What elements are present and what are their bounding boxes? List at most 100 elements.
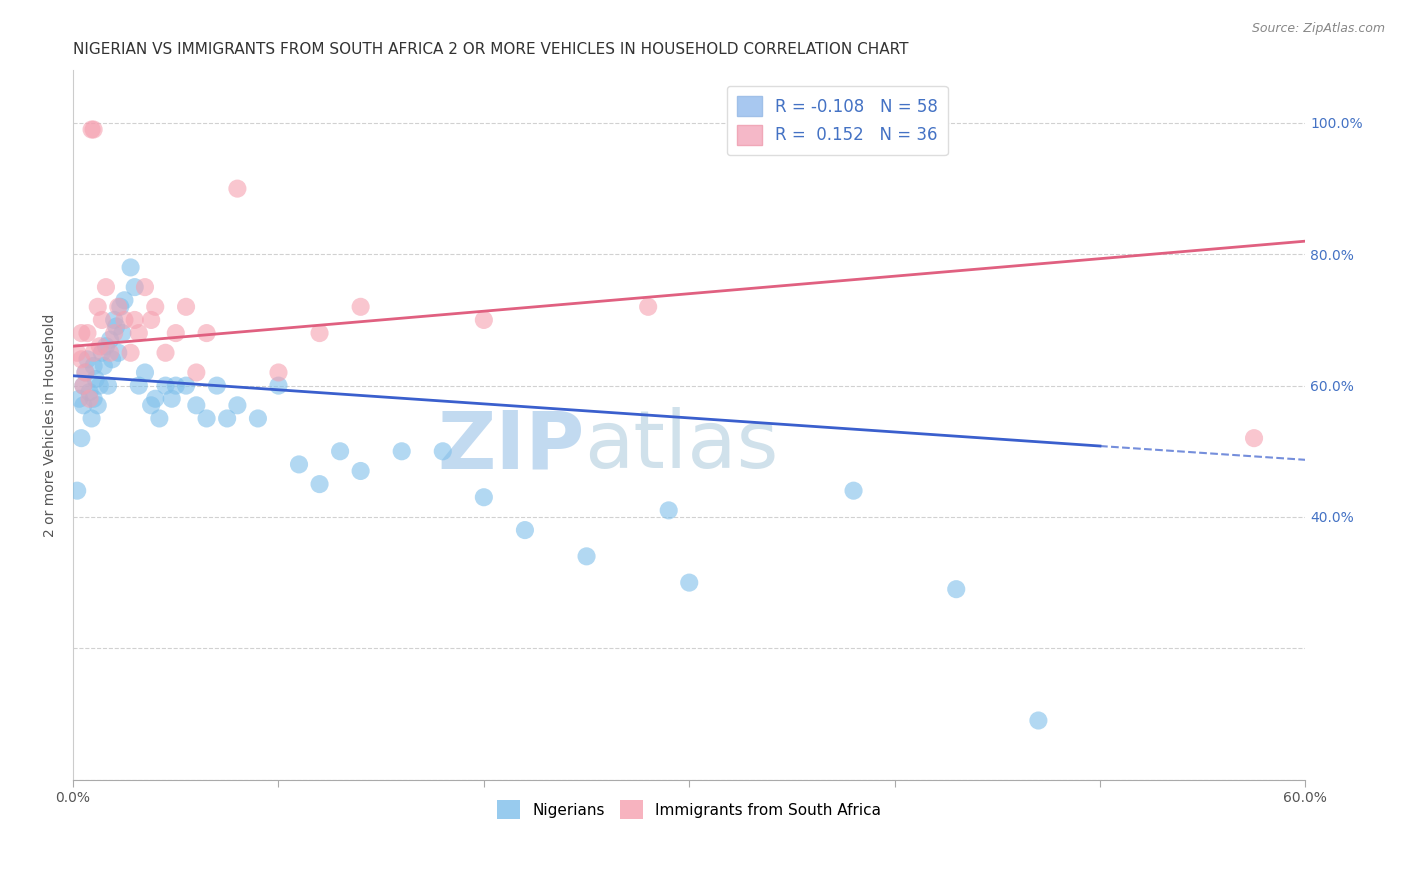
- Point: [128, 326, 150, 340]
- Point: [75, 366, 97, 380]
- Point: [329, 444, 352, 458]
- Point: [79, 385, 101, 400]
- Point: [174, 378, 197, 392]
- Point: [267, 378, 290, 392]
- Point: [66, 483, 89, 498]
- Point: [72, 398, 94, 412]
- Point: [76, 352, 98, 367]
- Point: [139, 398, 162, 412]
- Point: [472, 490, 495, 504]
- Point: [87, 300, 110, 314]
- Point: [98, 345, 121, 359]
- Point: [114, 313, 136, 327]
- Point: [160, 392, 183, 406]
- Point: [134, 366, 156, 380]
- Point: [155, 378, 177, 392]
- Point: [103, 313, 125, 327]
- Point: [87, 398, 110, 412]
- Point: [105, 319, 128, 334]
- Point: [79, 392, 101, 406]
- Point: [174, 300, 197, 314]
- Point: [94, 280, 117, 294]
- Point: [134, 280, 156, 294]
- Point: [83, 392, 105, 406]
- Point: [308, 326, 330, 340]
- Point: [575, 549, 598, 564]
- Y-axis label: 2 or more Vehicles in Household: 2 or more Vehicles in Household: [44, 313, 58, 537]
- Point: [226, 181, 249, 195]
- Text: atlas: atlas: [585, 408, 779, 485]
- Point: [83, 345, 105, 359]
- Point: [110, 300, 132, 314]
- Point: [107, 300, 129, 314]
- Point: [128, 378, 150, 392]
- Point: [945, 582, 967, 597]
- Point: [155, 345, 177, 359]
- Point: [165, 378, 187, 392]
- Point: [66, 345, 89, 359]
- Point: [94, 339, 117, 353]
- Point: [1243, 431, 1265, 445]
- Point: [124, 313, 146, 327]
- Point: [842, 483, 865, 498]
- Point: [97, 378, 120, 392]
- Point: [80, 411, 103, 425]
- Point: [205, 378, 228, 392]
- Point: [98, 333, 121, 347]
- Point: [70, 326, 93, 340]
- Point: [89, 339, 111, 353]
- Point: [658, 503, 681, 517]
- Point: [195, 326, 218, 340]
- Point: [288, 458, 311, 472]
- Point: [226, 398, 249, 412]
- Point: [124, 280, 146, 294]
- Point: [472, 313, 495, 327]
- Point: [67, 392, 90, 406]
- Point: [103, 326, 125, 340]
- Point: [120, 345, 142, 359]
- Text: ZIP: ZIP: [437, 408, 585, 485]
- Point: [267, 366, 290, 380]
- Text: Source: ZipAtlas.com: Source: ZipAtlas.com: [1251, 22, 1385, 36]
- Point: [1028, 714, 1050, 728]
- Point: [148, 411, 170, 425]
- Point: [217, 411, 239, 425]
- Point: [89, 378, 111, 392]
- Point: [114, 293, 136, 308]
- Point: [83, 359, 105, 373]
- Point: [391, 444, 413, 458]
- Point: [107, 345, 129, 359]
- Legend: Nigerians, Immigrants from South Africa: Nigerians, Immigrants from South Africa: [491, 794, 887, 825]
- Point: [246, 411, 269, 425]
- Point: [195, 411, 218, 425]
- Point: [90, 345, 112, 359]
- Point: [432, 444, 454, 458]
- Point: [83, 122, 105, 136]
- Point: [84, 372, 107, 386]
- Point: [143, 300, 166, 314]
- Point: [513, 523, 536, 537]
- Point: [76, 326, 98, 340]
- Point: [186, 398, 208, 412]
- Point: [349, 464, 371, 478]
- Point: [70, 352, 93, 367]
- Point: [349, 300, 371, 314]
- Text: NIGERIAN VS IMMIGRANTS FROM SOUTH AFRICA 2 OR MORE VEHICLES IN HOUSEHOLD CORRELA: NIGERIAN VS IMMIGRANTS FROM SOUTH AFRICA…: [73, 42, 908, 57]
- Point: [637, 300, 659, 314]
- Point: [72, 378, 94, 392]
- Point: [70, 431, 93, 445]
- Point: [72, 378, 94, 392]
- Point: [143, 392, 166, 406]
- Point: [90, 313, 112, 327]
- Point: [111, 326, 134, 340]
- Point: [80, 122, 103, 136]
- Point: [139, 313, 162, 327]
- Point: [186, 366, 208, 380]
- Point: [165, 326, 187, 340]
- Point: [308, 477, 330, 491]
- Point: [101, 352, 124, 367]
- Point: [120, 260, 142, 275]
- Point: [678, 575, 700, 590]
- Point: [93, 359, 115, 373]
- Point: [75, 366, 97, 380]
